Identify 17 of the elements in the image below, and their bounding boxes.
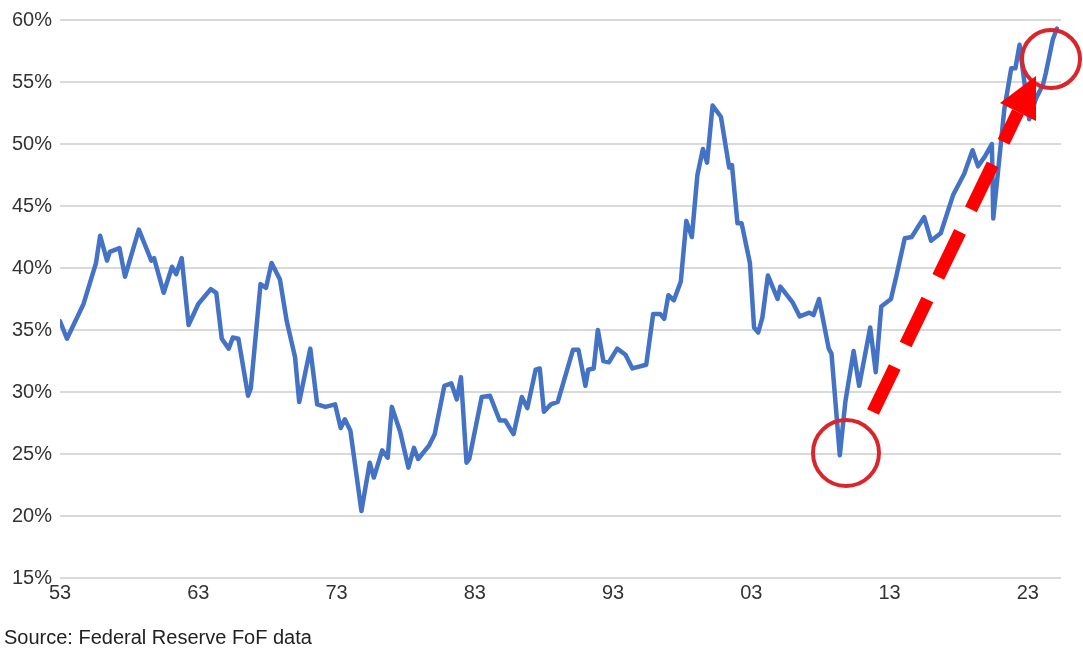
x-tick-label: 93: [601, 580, 625, 603]
x-tick-label: 63: [187, 580, 210, 603]
y-tick-label: 40%: [12, 255, 53, 278]
x-tick-label: 83: [463, 580, 486, 603]
y-tick-label: 55%: [12, 69, 53, 92]
x-tick-label: 73: [325, 580, 348, 603]
y-tick-label: 45%: [12, 193, 53, 216]
source-note: Source: Federal Reserve FoF data: [4, 626, 312, 648]
x-tick-label: 23: [1016, 580, 1039, 603]
y-tick-label: 35%: [12, 317, 53, 340]
y-tick-label: 50%: [12, 131, 53, 154]
x-tick-label: 03: [740, 580, 763, 603]
y-tick-label: 25%: [12, 441, 53, 464]
x-tick-label: 13: [878, 580, 901, 603]
y-tick-label: 30%: [12, 379, 53, 402]
y-tick-label: 20%: [12, 503, 53, 526]
y-tick-label: 60%: [12, 7, 53, 30]
